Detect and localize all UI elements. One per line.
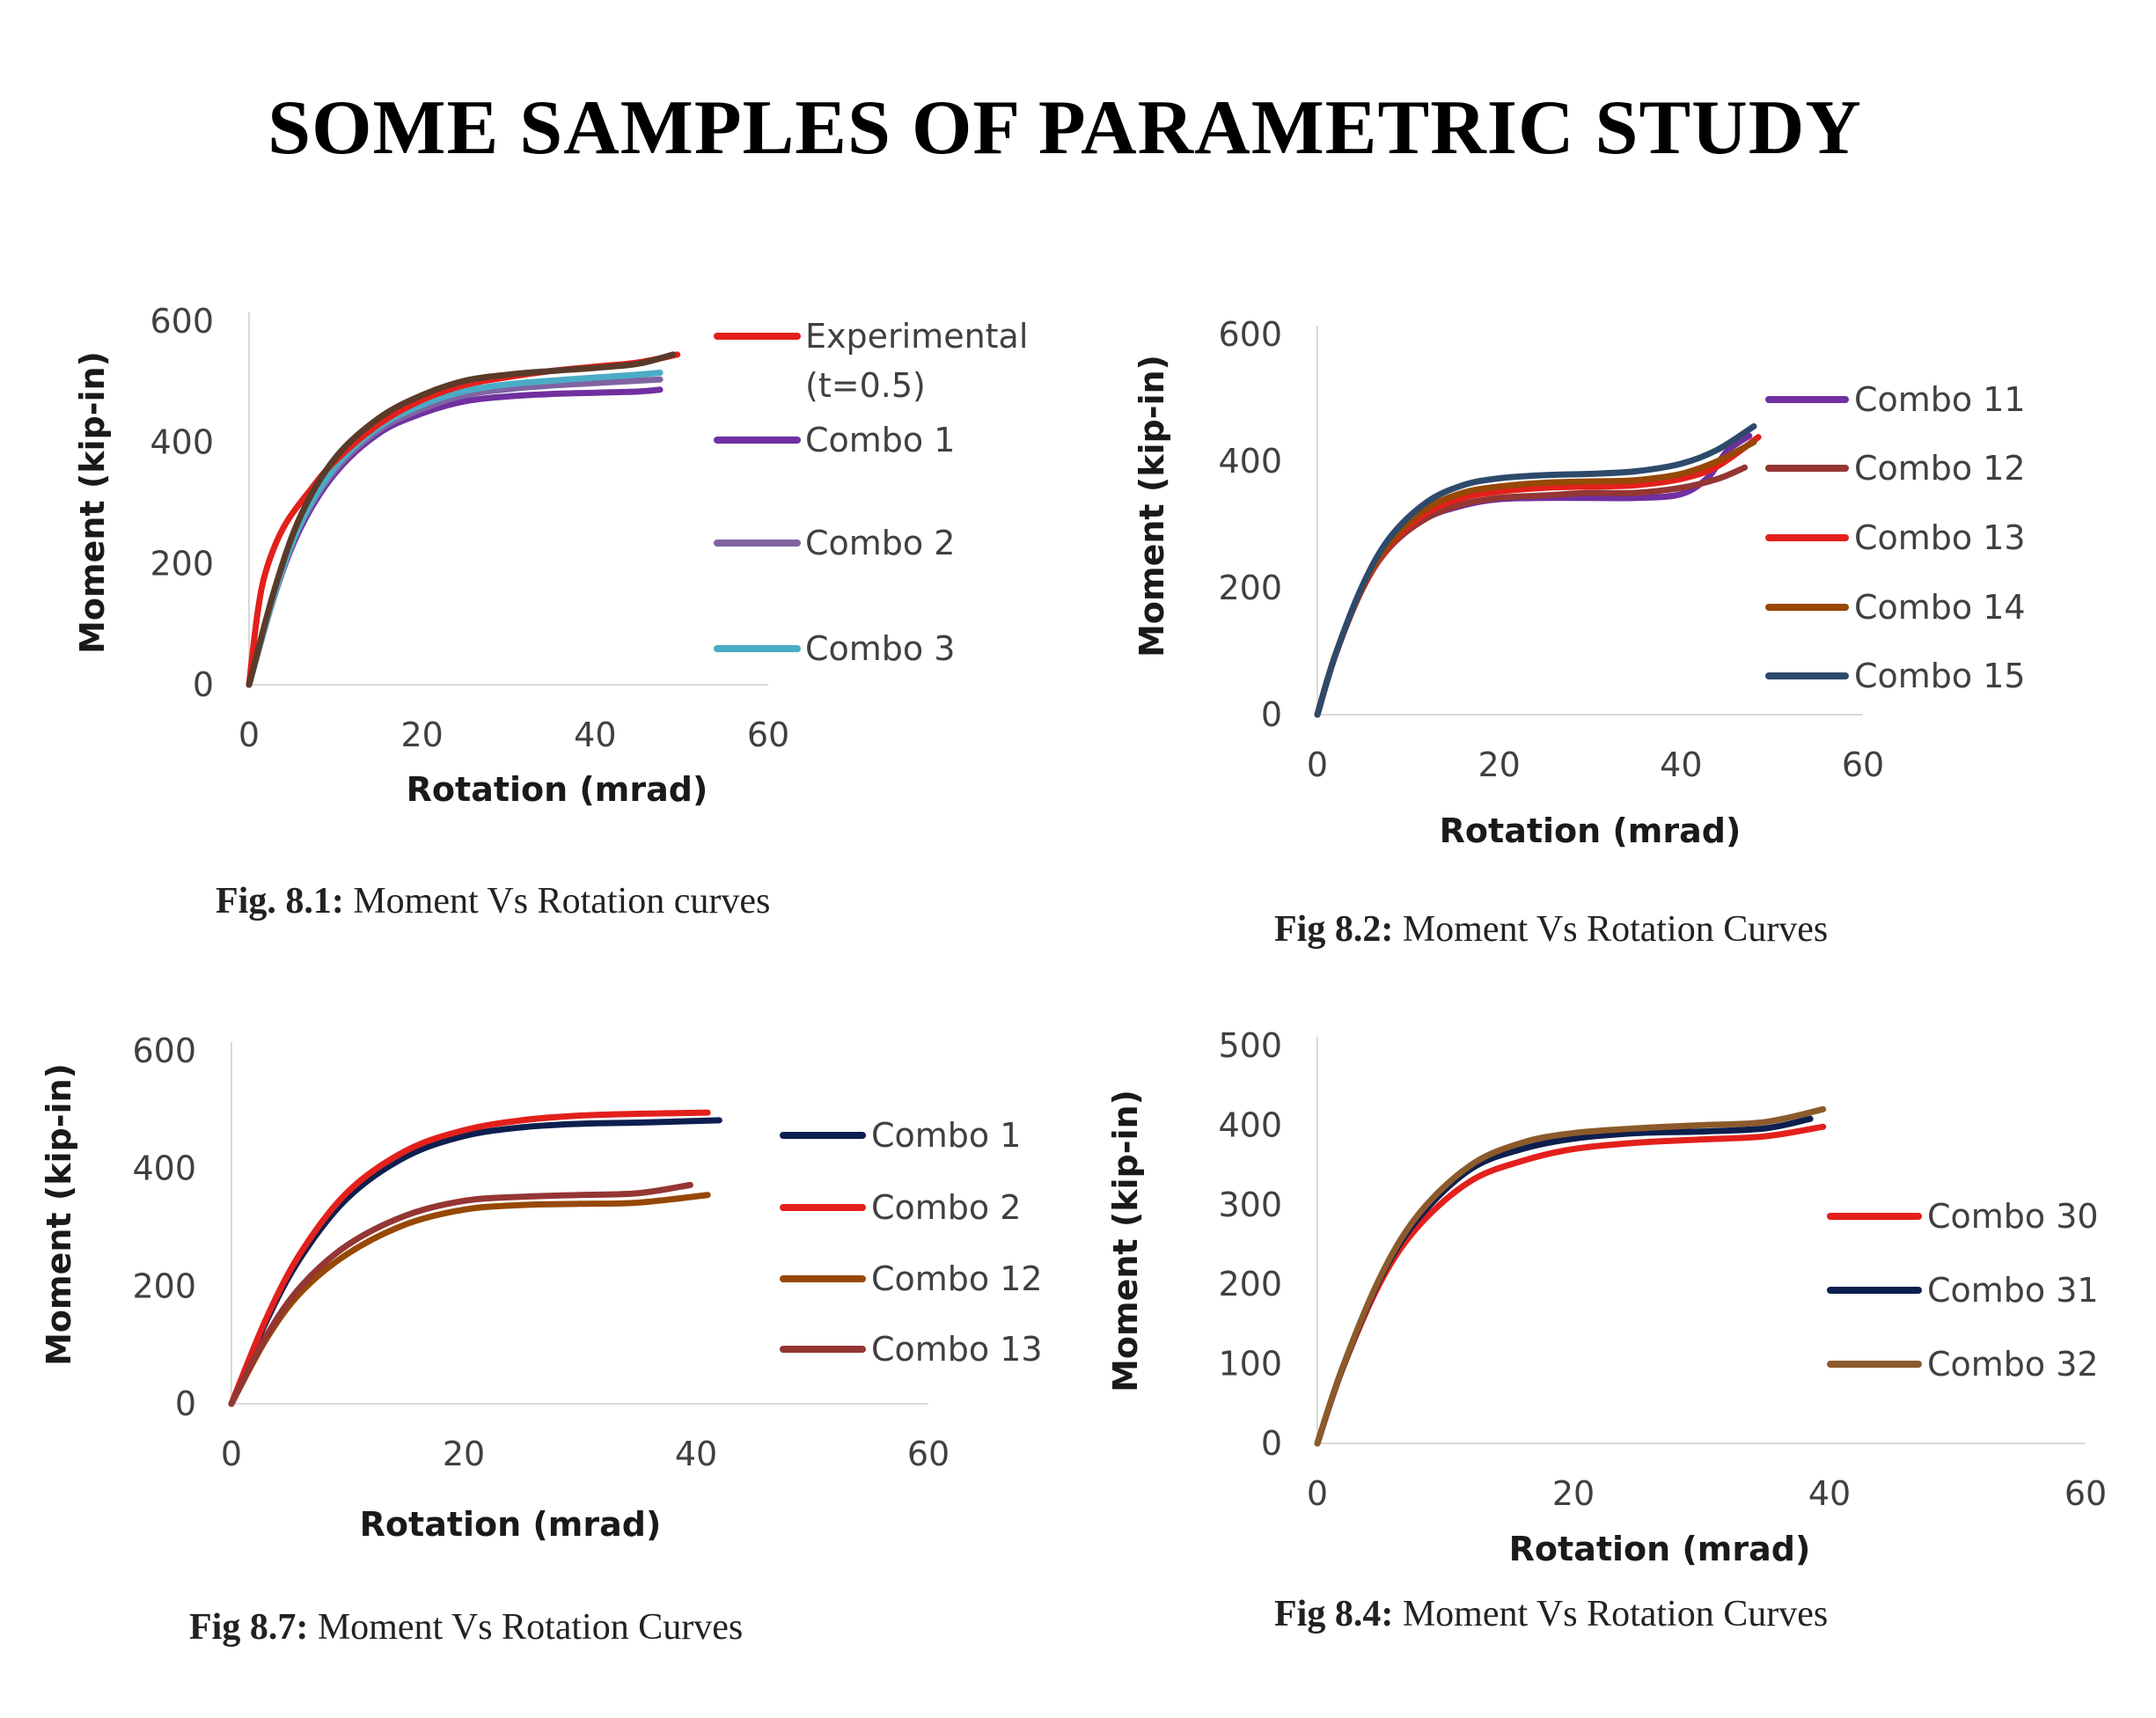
series-line-combo-30 [1314,1123,1827,1447]
y-tick-label: 600 [1218,315,1282,354]
chart-4: 0 100 200 300 400 500 0 20 40 60 Rotation (mrad) Mo… [1106,1026,2107,1568]
caption-text: Moment Vs Rotation Curves [308,1607,744,1648]
series-line-combo-12 [228,1192,711,1407]
legend-label: Combo 3 [805,629,955,668]
legend-label: Combo 31 [1927,1271,2099,1310]
caption-fig-number: Fig 8.2: [1274,909,1394,950]
y-axis-label: Moment (kip-in) [1133,355,1171,657]
y-tick-label: 600 [132,1032,196,1070]
y-tick-label: 100 [1218,1345,1282,1384]
x-tick-label: 40 [1660,745,1702,784]
y-tick-label: 600 [150,302,214,341]
series-line-combo-1 [228,1117,722,1407]
y-tick-label: 400 [1218,1105,1282,1144]
legend-label: Combo 2 [871,1188,1021,1227]
chart-2: 0 200 400 600 0 20 40 60 Rotation (mrad) Moment (… [1133,315,2026,850]
x-tick-label: 60 [907,1435,950,1473]
caption-text: Moment Vs Rotation Curves [1393,1594,1829,1634]
caption-text: Moment Vs Rotation curves [343,881,771,921]
legend-label: Combo 32 [1927,1345,2099,1384]
chart-1: 0 200 400 600 0 20 40 60 Rotation (mrad) Moment (… [73,302,1028,809]
legend-label: Combo 30 [1927,1197,2099,1236]
legend-label: Combo 1 [805,421,955,459]
caption-fig-8-7: Fig 8.7: Moment Vs Rotation Curves [189,1606,743,1648]
y-tick-label: 300 [1218,1186,1282,1224]
series-line-combo-12 [1314,464,1749,718]
x-tick-label: 20 [443,1435,485,1473]
legend-label: Combo 15 [1854,657,2026,695]
x-tick-label: 0 [1307,1474,1328,1513]
y-tick-label: 400 [150,423,214,462]
caption-text: Moment Vs Rotation Curves [1393,909,1829,950]
y-tick-label: 200 [150,544,214,583]
x-tick-label: 60 [747,716,789,754]
y-tick-label: 500 [1218,1026,1282,1065]
caption-fig-number: Fig 8.7: [189,1607,309,1648]
series-line-combo-15 [1314,422,1757,718]
legend-label: Combo 14 [1854,588,2026,627]
legend-label: Combo 1 [871,1116,1021,1155]
y-tick-label: 0 [1261,695,1282,734]
y-axis-label: Moment (kip-in) [1106,1090,1145,1392]
legend-label: Combo 13 [871,1330,1043,1369]
y-tick-label: 400 [1218,442,1282,481]
x-tick-label: 60 [1842,745,1884,784]
x-tick-label: 0 [221,1435,242,1473]
y-tick-label: 400 [132,1149,196,1188]
series-line-combo-2 [246,376,664,688]
page-title: SOME SAMPLES OF PARAMETRIC STUDY [268,85,1862,171]
legend-label: Combo 12 [1854,449,2026,488]
series-line-combo-13 [228,1181,693,1407]
x-tick-label: 40 [574,716,616,754]
x-axis-label: Rotation (mrad) [407,770,708,809]
x-tick-label: 40 [675,1435,717,1473]
x-tick-label: 60 [2064,1474,2107,1513]
x-axis-label: Rotation (mrad) [360,1505,662,1544]
legend-label: (t=0.5) [805,366,926,405]
x-tick-label: 40 [1808,1474,1851,1513]
series-line-combo-1 [246,386,664,688]
legend-label: Combo 2 [805,524,955,562]
y-tick-label: 0 [1261,1424,1282,1463]
x-tick-label: 20 [400,716,443,754]
x-tick-label: 0 [238,716,260,754]
series-line-combo-31 [1314,1115,1814,1447]
legend-label: Combo 13 [1854,518,2026,557]
y-tick-label: 200 [132,1266,196,1305]
series-line-combo-13 [1314,434,1762,718]
series-line-combo-2 [228,1109,711,1407]
x-axis-label: Rotation (mrad) [1440,811,1742,850]
x-axis-label: Rotation (mrad) [1509,1530,1811,1568]
x-tick-label: 20 [1478,745,1520,784]
caption-fig-8-4: Fig 8.4: Moment Vs Rotation Curves [1274,1593,1828,1635]
legend-label: Experimental [805,317,1028,356]
x-tick-label: 0 [1307,745,1328,784]
y-tick-label: 0 [175,1384,196,1423]
caption-fig-number: Fig 8.4: [1274,1594,1394,1634]
series-line-combo-3 [246,370,664,688]
series-line-unlabeled [246,351,677,688]
y-axis-label: Moment (kip-in) [40,1063,78,1366]
y-tick-label: 200 [1218,1265,1282,1303]
caption-fig-8-1: Fig. 8.1: Moment Vs Rotation curves [216,880,770,922]
series-line-combo-32 [1314,1105,1827,1447]
y-tick-label: 200 [1218,569,1282,607]
series-line-combo-14 [1314,438,1757,718]
y-tick-label: 0 [193,665,214,704]
legend-label: Combo 12 [871,1259,1043,1298]
caption-fig-number: Fig. 8.1: [216,881,344,921]
y-axis-label: Moment (kip-in) [73,351,112,654]
x-tick-label: 20 [1552,1474,1595,1513]
legend-label: Combo 11 [1854,380,2026,419]
caption-fig-8-2: Fig 8.2: Moment Vs Rotation Curves [1274,908,1828,951]
chart-3: 0 200 400 600 0 20 40 60 Rotation (mrad) Moment (… [40,1032,1043,1544]
